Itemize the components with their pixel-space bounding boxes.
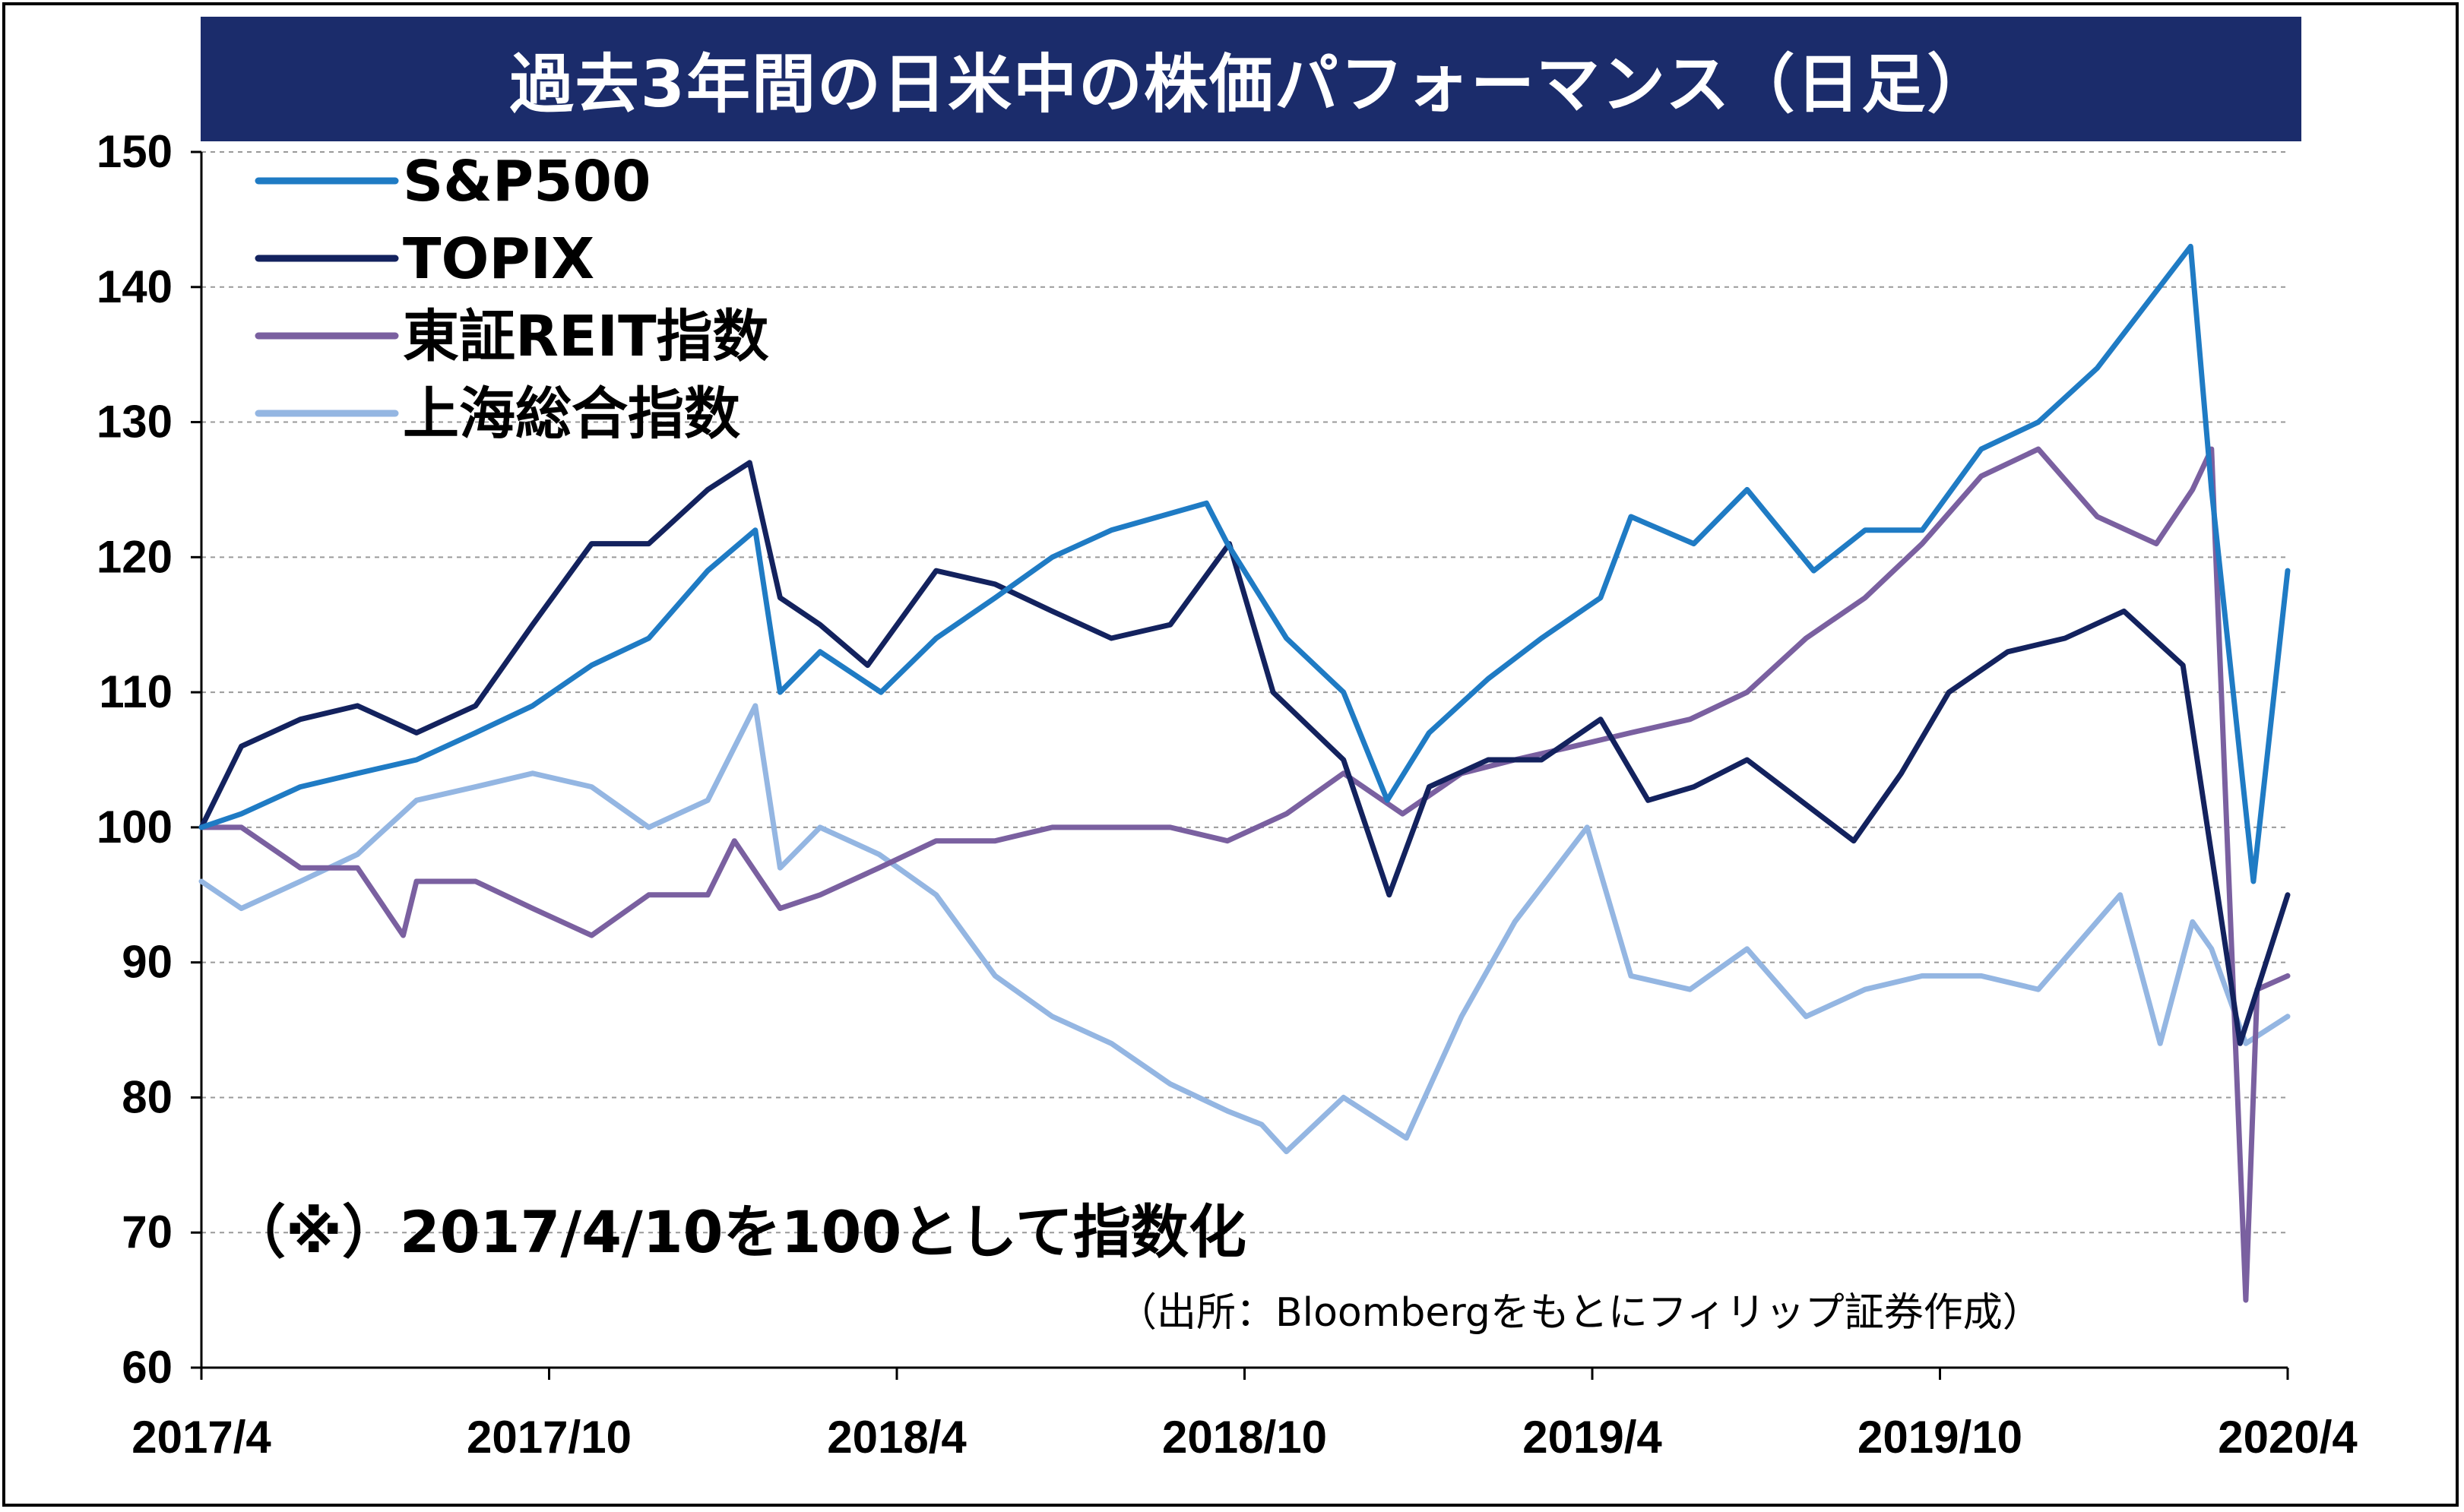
index-note: （※）2017/4/10を100として指数化 [228, 1198, 1246, 1266]
series-line-1 [198, 243, 2291, 884]
y-tick-label: 60 [122, 1342, 173, 1393]
series-line-2 [198, 460, 2291, 1046]
y-tick-label: 120 [97, 531, 173, 582]
x-tick-label: 2018/10 [1162, 1412, 1327, 1463]
series-line-3 [198, 446, 2291, 1303]
legend-label: TOPIX [403, 226, 594, 292]
legend-label: 上海総合指数 [403, 381, 740, 447]
source-note: （出所：Bloombergをもとにフィリップ証券作成） [1117, 1290, 2042, 1336]
series-line-4 [198, 703, 2291, 1155]
y-tick-label: 150 [97, 126, 173, 177]
y-tick-label: 70 [122, 1207, 173, 1257]
x-tick-label: 2019/4 [1522, 1412, 1662, 1463]
y-tick-label: 140 [97, 261, 173, 312]
y-tick-label: 110 [99, 666, 173, 717]
x-tick-label: 2017/10 [467, 1412, 632, 1463]
x-tick-label: 2017/4 [131, 1412, 271, 1463]
y-tick-label: 130 [97, 397, 173, 448]
legend-label: S&P500 [403, 149, 651, 214]
y-tick-label: 90 [122, 937, 173, 988]
y-axis-ticks: 150 140 130 120 110 100 90 80 70 60 [97, 126, 173, 1393]
axes [191, 150, 2289, 1380]
x-tick-label: 2019/10 [1858, 1412, 2022, 1463]
legend-label: 東証REIT指数 [403, 304, 769, 369]
x-axis-ticks: 2017/4 2017/10 2018/4 2018/10 2019/4 2019/10 2… [131, 1412, 2358, 1463]
series-lines [198, 243, 2291, 1303]
x-tick-label: 2018/4 [827, 1412, 967, 1463]
y-tick-label: 80 [122, 1071, 173, 1122]
chart-title: 過去3年間の日米中の株価パフォーマンス（日足） [201, 17, 2301, 141]
y-tick-label: 100 [97, 802, 173, 852]
x-tick-label: 2020/4 [2218, 1412, 2358, 1463]
